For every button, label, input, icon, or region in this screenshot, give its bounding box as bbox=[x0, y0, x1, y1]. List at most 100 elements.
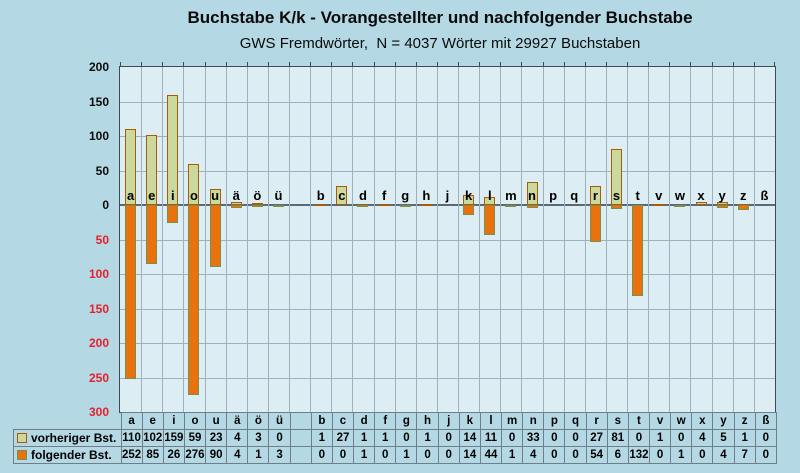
table-cell-b: 0 bbox=[310, 446, 333, 464]
v-gridline bbox=[458, 67, 460, 412]
category-axis-tick bbox=[711, 62, 713, 67]
category-axis-tick bbox=[267, 62, 269, 67]
table-header-d: d bbox=[353, 412, 376, 430]
category-axis-tick bbox=[289, 62, 291, 67]
category-label-y: y bbox=[718, 188, 726, 203]
table-cell-x: 0 bbox=[691, 446, 714, 464]
y-axis: 200 150 100 50 0 50 100 150 200 250 300 bbox=[0, 60, 113, 419]
v-gridline bbox=[394, 67, 396, 412]
category-axis-tick bbox=[310, 62, 312, 67]
category-label-i: i bbox=[171, 188, 175, 203]
table-header-g: g bbox=[395, 412, 418, 430]
category-axis-tick bbox=[479, 62, 481, 67]
table-cell-ß: 0 bbox=[754, 429, 778, 447]
table-cell-i: 159 bbox=[162, 429, 185, 447]
table-header-r: r bbox=[585, 412, 608, 430]
table-header-c: c bbox=[331, 412, 355, 430]
table-header-f: f bbox=[374, 412, 397, 430]
table-cell-a: 252 bbox=[120, 446, 143, 464]
category-axis-tick bbox=[394, 62, 396, 67]
table-cell-h: 1 bbox=[416, 429, 439, 447]
table-header-a: a bbox=[120, 412, 143, 430]
category-label-t: t bbox=[635, 188, 640, 203]
table-cell-q: 0 bbox=[564, 429, 587, 447]
category-axis-tick bbox=[627, 62, 629, 67]
table-cell-l: 44 bbox=[479, 446, 503, 464]
table-cell-ü: 0 bbox=[268, 429, 291, 447]
bar-vorheriger-l bbox=[484, 197, 496, 205]
h-gridline bbox=[120, 239, 775, 241]
bar-folgender-a bbox=[125, 205, 137, 379]
table-header-ß: ß bbox=[754, 412, 778, 430]
bar-vorheriger-s bbox=[611, 149, 623, 205]
table-cell-s: 81 bbox=[606, 429, 629, 447]
table-cell-o: 276 bbox=[183, 446, 207, 464]
v-gridline bbox=[605, 67, 607, 412]
table-cell-f: 0 bbox=[374, 446, 397, 464]
table-header-ö: ö bbox=[247, 412, 270, 430]
bar-folgender-g bbox=[399, 205, 411, 207]
bar-folgender-n bbox=[526, 205, 538, 208]
table-header-e: e bbox=[141, 412, 164, 430]
table-header-z: z bbox=[733, 412, 756, 430]
v-gridline bbox=[141, 67, 143, 412]
bar-folgender-e bbox=[146, 205, 158, 264]
category-axis-tick bbox=[458, 62, 460, 67]
y-tick-label: 150 bbox=[88, 301, 109, 316]
v-gridline bbox=[669, 67, 671, 412]
bar-folgender-ü bbox=[272, 205, 284, 208]
table-header-h: h bbox=[416, 412, 439, 430]
table-cell-r: 27 bbox=[585, 429, 608, 447]
bar-vorheriger-e bbox=[146, 134, 158, 205]
v-gridline bbox=[521, 67, 523, 412]
legend-label-folgender: folgender Bst. bbox=[31, 448, 112, 462]
category-axis-tick bbox=[669, 62, 671, 67]
table-corner-blank bbox=[14, 413, 122, 430]
table-cell-d: 1 bbox=[353, 446, 376, 464]
table-header-q: q bbox=[564, 412, 587, 430]
category-axis-tick bbox=[415, 62, 417, 67]
chart-subtitle: GWS Fremdwörter, N = 4037 Wörter mit 299… bbox=[239, 35, 641, 52]
category-label-z: z bbox=[740, 188, 747, 203]
category-label-d: d bbox=[358, 188, 367, 203]
table-cell-c: 27 bbox=[331, 429, 355, 447]
y-tick-label: 100 bbox=[88, 129, 109, 143]
category-axis-tick bbox=[141, 62, 143, 67]
bar-vorheriger-x bbox=[695, 202, 707, 205]
category-axis-tick bbox=[183, 62, 185, 67]
legend-label-vorheriger: vorheriger Bst. bbox=[31, 431, 117, 445]
table-row-folgender: folgender Bst. 252 85 26 276 90 4 1 3 0 0 1 0 1 0 0 14 4… bbox=[13, 446, 778, 464]
category-axis-tick bbox=[732, 62, 734, 67]
table-cell-t: 0 bbox=[627, 429, 651, 447]
category-axis-tick bbox=[774, 62, 775, 67]
table-cell-ö: 1 bbox=[247, 446, 270, 464]
table-cell-d: 1 bbox=[353, 429, 376, 447]
table-cell-z: 7 bbox=[733, 446, 756, 464]
category-axis-tick bbox=[563, 62, 565, 67]
v-gridline bbox=[225, 67, 227, 412]
chart-title: Buchstabe K/k - Vorangestellter und nach… bbox=[187, 8, 693, 27]
y-tick-label: 200 bbox=[88, 60, 109, 74]
v-gridline bbox=[267, 67, 269, 412]
category-label-o: o bbox=[189, 188, 198, 203]
table-header-b: b bbox=[310, 412, 333, 430]
v-gridline bbox=[204, 67, 206, 412]
category-axis-tick bbox=[352, 62, 354, 67]
v-gridline bbox=[183, 67, 185, 412]
zero-line bbox=[120, 204, 775, 206]
h-gridline bbox=[120, 101, 775, 103]
table-cell-v: 0 bbox=[649, 446, 672, 464]
bar-vorheriger-r bbox=[589, 186, 601, 205]
table-cell-f: 1 bbox=[374, 429, 397, 447]
legend-swatch-folgender-icon bbox=[17, 450, 27, 460]
bar-folgender-l bbox=[484, 205, 496, 236]
v-gridline bbox=[500, 67, 502, 412]
bar-folgender-m bbox=[505, 205, 517, 207]
bar-vorheriger-h bbox=[420, 204, 432, 207]
category-label-ä: ä bbox=[232, 188, 240, 203]
h-gridline bbox=[120, 170, 775, 172]
h-gridline bbox=[120, 136, 775, 137]
